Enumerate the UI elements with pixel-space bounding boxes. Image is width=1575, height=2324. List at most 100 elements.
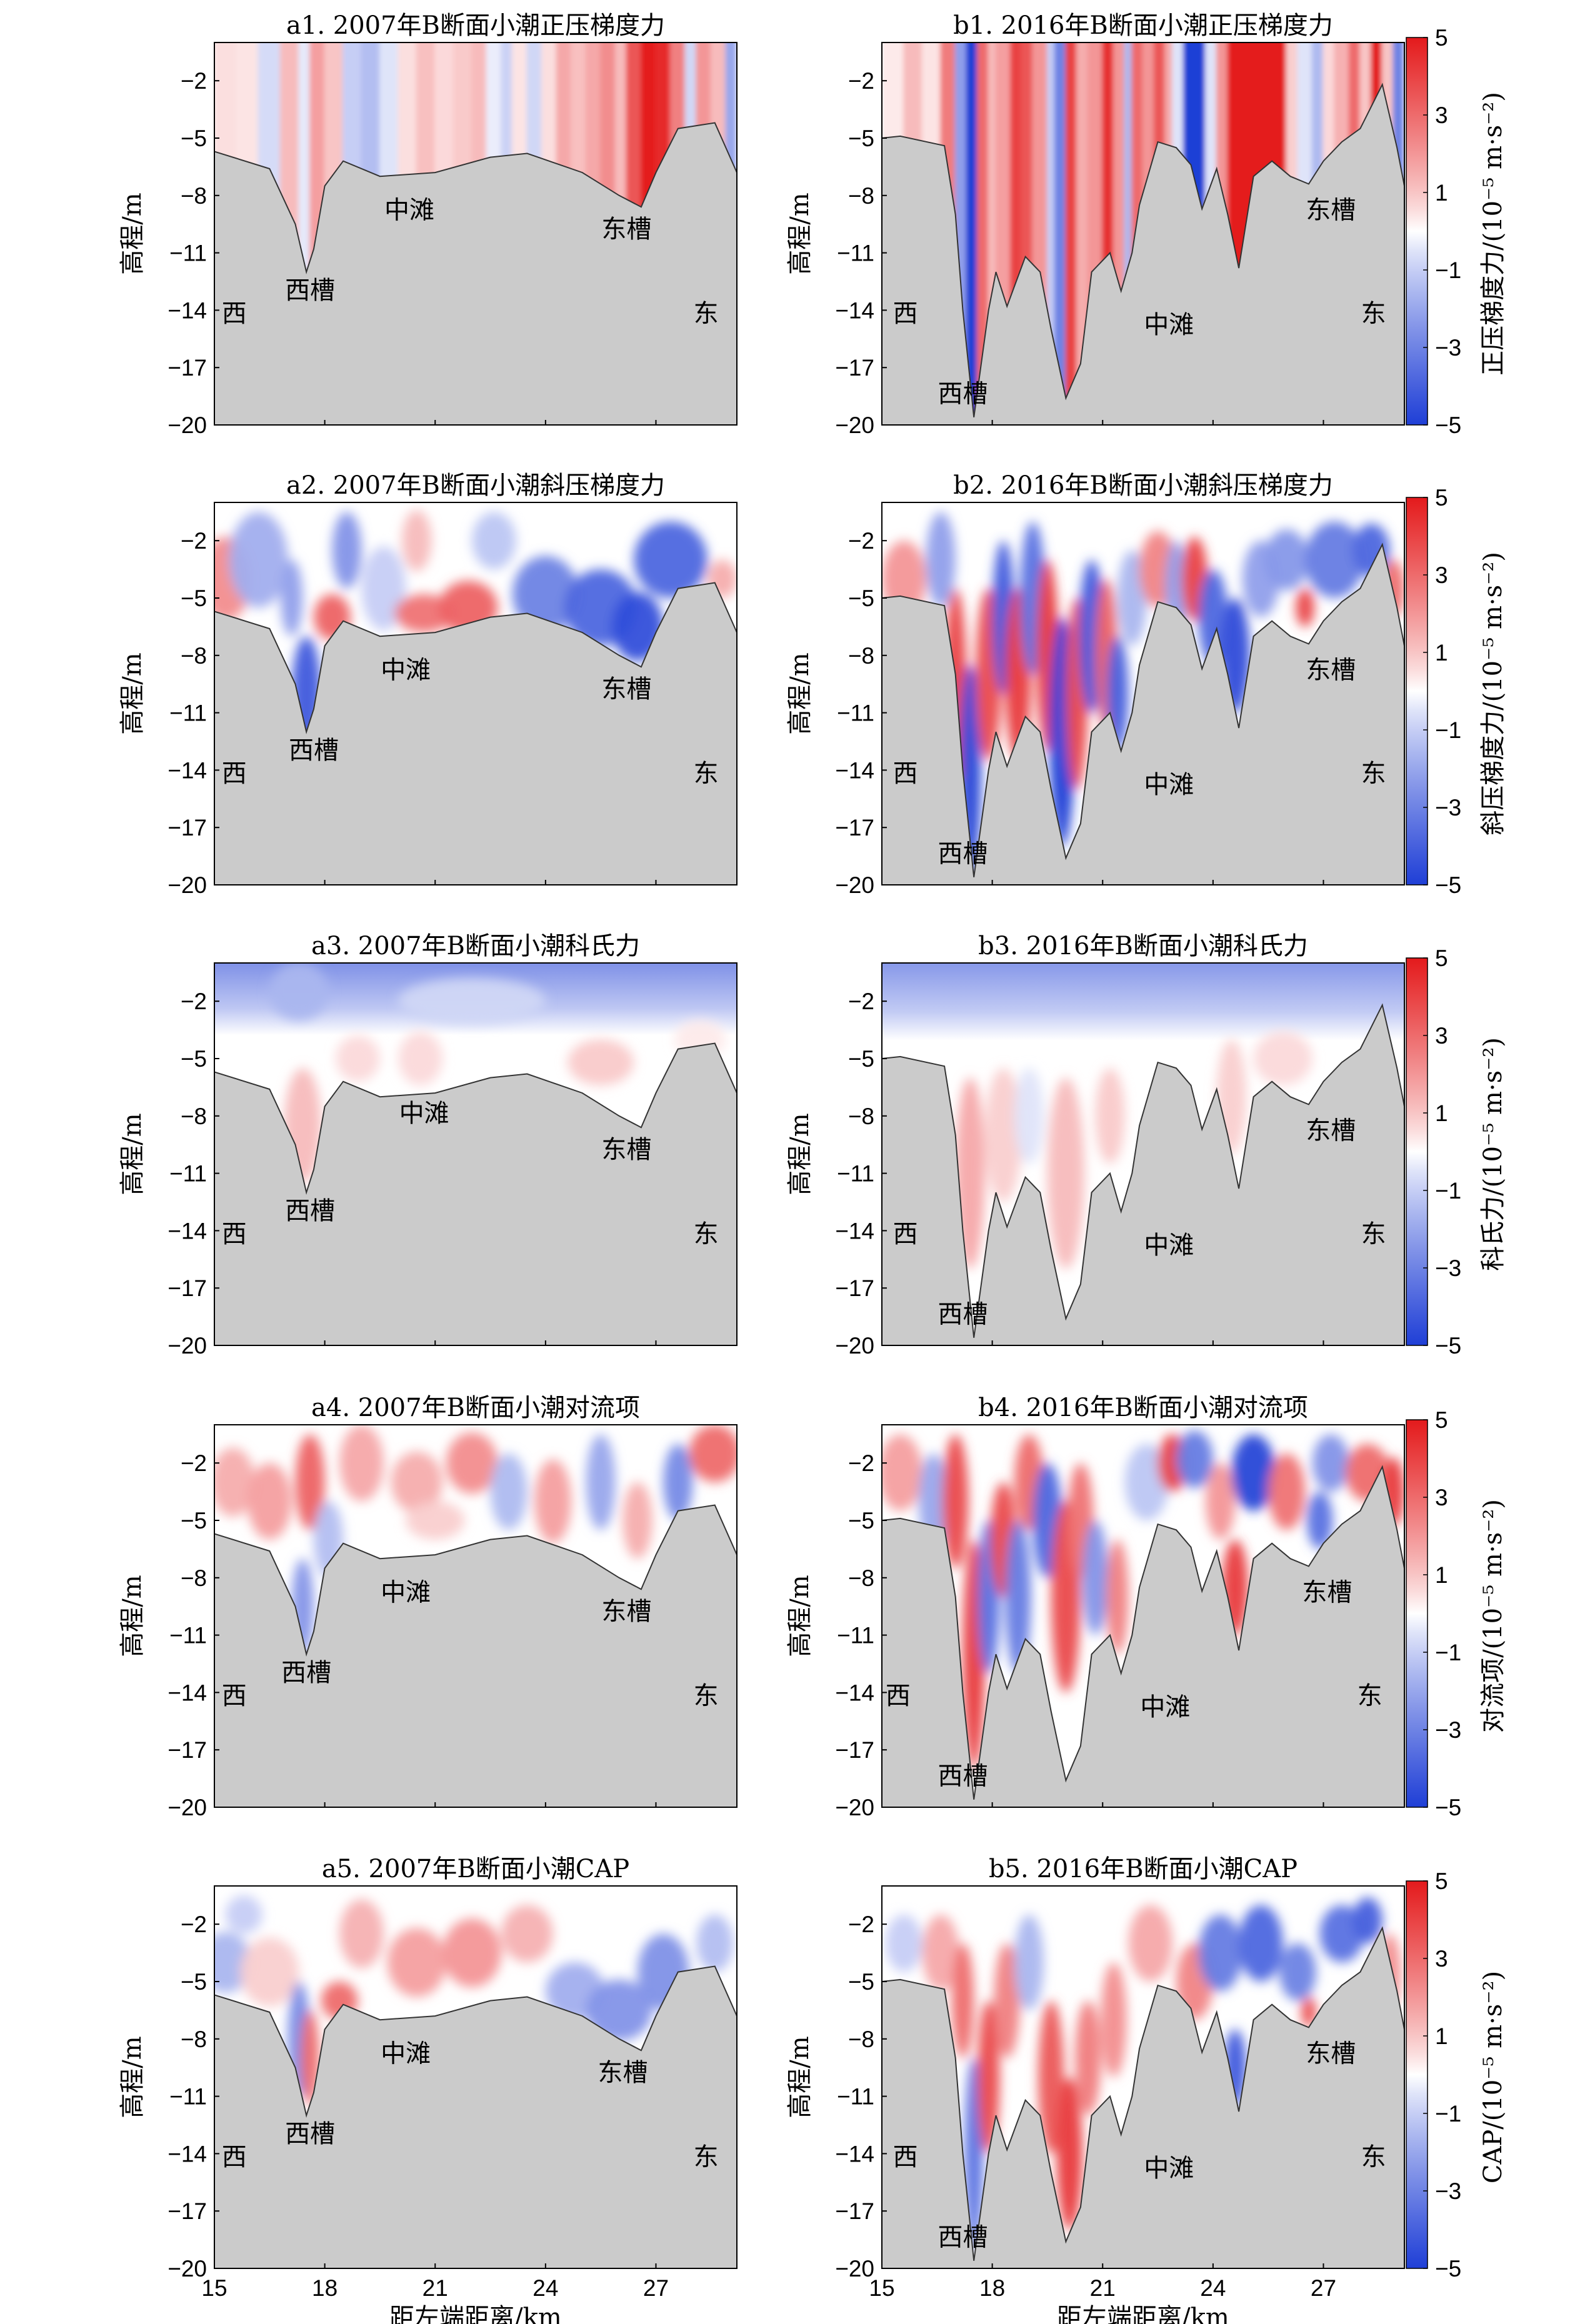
- field-blob: [634, 521, 708, 598]
- y-tick-label: −17: [835, 1737, 874, 1763]
- y-tick-label: −20: [168, 1795, 207, 1820]
- y-tick-label: −14: [168, 1218, 207, 1244]
- land-area: [214, 1505, 737, 1807]
- colorbar-tick-label: 1: [1435, 180, 1448, 206]
- plot-frame: [214, 1424, 738, 1808]
- colorbar-tick-label: 5: [1435, 485, 1448, 511]
- y-tick-label: −14: [835, 757, 874, 783]
- x-tick-label: 24: [532, 2275, 558, 2301]
- y-tick-label: −2: [848, 989, 874, 1014]
- x-axis-label: 距左端距离/km: [389, 2303, 562, 2324]
- x-tick-label: 18: [312, 2275, 338, 2301]
- field-blob: [1198, 569, 1228, 666]
- plot-frame: [214, 1885, 738, 2269]
- colorbar-tick-label: −3: [1435, 2178, 1461, 2204]
- colorbar-tick-label: −5: [1435, 412, 1461, 438]
- land-area: [214, 582, 737, 885]
- y-axis-label: 高程/m: [118, 1575, 147, 1657]
- label-middle-shoal: 中滩: [1144, 1231, 1194, 1260]
- y-tick-label: −8: [848, 1104, 874, 1129]
- colorbar-tick-label: 3: [1435, 562, 1448, 588]
- y-tick-label: −20: [168, 412, 207, 438]
- stripe-mark: [1065, 42, 1078, 425]
- y-tick-label: −5: [181, 126, 207, 151]
- label-west: 西: [222, 759, 247, 788]
- colorbar-label: 斜压梯度力/(10⁻⁵ m·s⁻²): [1479, 552, 1508, 835]
- panel-a2: [214, 502, 737, 885]
- field-blob: [994, 1943, 1020, 2058]
- y-tick-label: −2: [181, 68, 207, 94]
- label-west-trough: 西槽: [285, 1197, 335, 1225]
- label-west: 西: [893, 759, 918, 788]
- y-tick-label: −17: [168, 1275, 207, 1301]
- panel-b4: [882, 1425, 1404, 1807]
- y-tick-label: −8: [181, 1104, 207, 1129]
- y-tick-label: −5: [181, 586, 207, 611]
- field-blob: [269, 963, 329, 1020]
- field-blob: [229, 512, 288, 608]
- x-axis-label: 距左端距离/km: [1057, 2303, 1229, 2324]
- panel-title: b3. 2016年B断面小潮科氏力: [978, 932, 1308, 960]
- y-tick-label: −2: [181, 1450, 207, 1476]
- colorbar-tick-label: 5: [1435, 945, 1448, 971]
- bed-line: [882, 1465, 1404, 1800]
- field-blob: [1306, 1492, 1333, 1549]
- y-tick-label: −11: [837, 1161, 874, 1187]
- field-blob: [240, 1937, 299, 2007]
- field-blob: [951, 1943, 974, 2058]
- y-tick-label: −20: [835, 2256, 874, 2282]
- field-blob: [696, 1914, 734, 1972]
- land-area: [214, 1043, 737, 1345]
- y-tick-label: −8: [181, 2027, 207, 2052]
- label-west: 西: [222, 2143, 247, 2172]
- y-tick-label: −2: [181, 989, 207, 1014]
- y-tick-label: −20: [835, 1333, 874, 1359]
- label-west: 西: [893, 2143, 918, 2172]
- y-tick-label: −17: [168, 815, 207, 840]
- label-east-trough: 东槽: [601, 1135, 651, 1164]
- field-blob: [1101, 1962, 1127, 2077]
- label-east: 东: [1361, 759, 1386, 788]
- panel-title: a2. 2007年B断面小潮斜压梯度力: [286, 471, 665, 500]
- blob-field: [882, 512, 1404, 875]
- y-tick-label: −11: [169, 1161, 207, 1187]
- label-middle-shoal: 中滩: [1140, 1693, 1190, 1722]
- x-tick-label: 18: [979, 2275, 1005, 2301]
- field-blob: [1014, 1068, 1044, 1164]
- label-middle-shoal: 中滩: [1144, 771, 1194, 799]
- bed-line: [882, 542, 1404, 877]
- y-tick-label: −17: [835, 1275, 874, 1301]
- colorbar-tick-label: −1: [1435, 2101, 1461, 2127]
- colorbar-tick-label: −5: [1435, 1795, 1461, 1820]
- y-tick-label: −11: [169, 2084, 207, 2110]
- field-blob: [1198, 1914, 1242, 1992]
- label-middle-shoal: 中滩: [384, 196, 434, 225]
- field-blob: [394, 594, 454, 633]
- colorbar-label: 对流项/(10⁻⁵ m·s⁻²): [1479, 1499, 1508, 1733]
- label-middle-shoal: 中滩: [1144, 2154, 1194, 2183]
- label-middle-shoal: 中滩: [399, 1099, 449, 1128]
- y-tick-label: −5: [181, 1046, 207, 1072]
- panel-title: a4. 2007年B断面小潮对流项: [311, 1394, 640, 1422]
- field-blob: [336, 1035, 380, 1082]
- field-blob: [391, 1451, 443, 1513]
- y-axis-label: 高程/m: [118, 1113, 147, 1195]
- y-tick-label: −14: [835, 2141, 874, 2167]
- colorbar-tick-label: 5: [1435, 25, 1448, 51]
- y-tick-label: −11: [169, 241, 207, 266]
- field-blob: [942, 1434, 969, 1568]
- colorbar-tick-label: 3: [1435, 102, 1448, 128]
- y-tick-label: −8: [848, 2027, 874, 2052]
- label-west-trough: 西槽: [289, 736, 339, 765]
- panel-b1: [882, 42, 1404, 425]
- label-east: 东: [694, 2143, 719, 2172]
- y-tick-label: −17: [835, 815, 874, 840]
- field-blob: [1319, 1905, 1364, 1963]
- land-area: [882, 544, 1404, 885]
- y-tick-label: −17: [168, 1737, 207, 1763]
- x-tick-label: 27: [643, 2275, 669, 2301]
- field-blob: [1047, 1077, 1084, 1269]
- field-blob: [922, 1914, 959, 1992]
- label-middle-shoal: 中滩: [1144, 311, 1194, 339]
- colorbar-tick-label: 3: [1435, 1946, 1448, 1972]
